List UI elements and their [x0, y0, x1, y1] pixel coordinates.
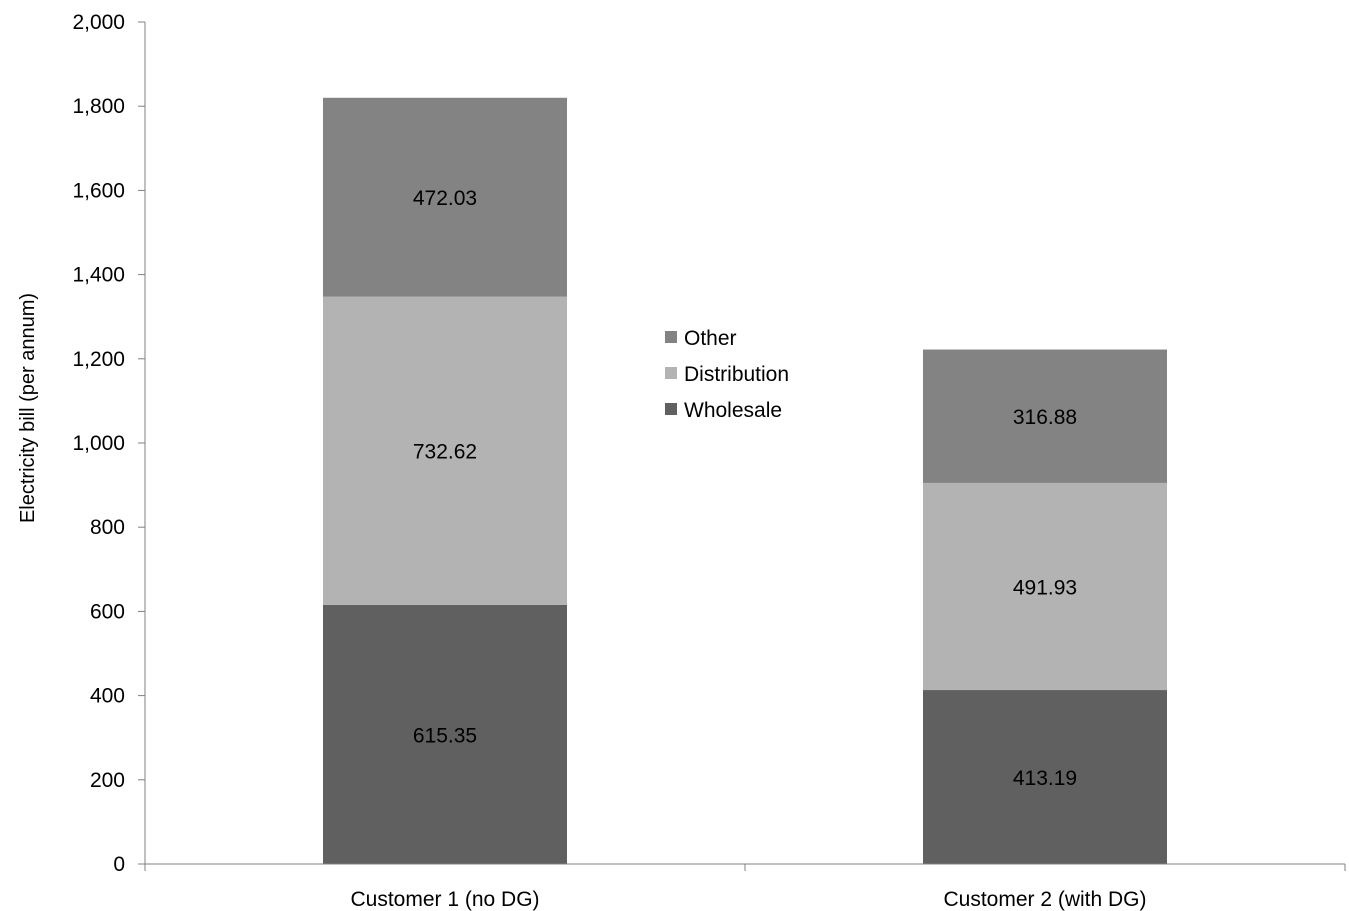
- legend-swatch-distribution: [665, 367, 677, 379]
- bar-segment-distribution: [923, 482, 1167, 691]
- data-label: 472.03: [413, 187, 477, 210]
- y-tick-label: 200: [90, 769, 125, 792]
- y-tick-label: 1,800: [72, 95, 125, 118]
- data-label: 413.19: [1013, 767, 1077, 790]
- y-tick-label: 2,000: [72, 11, 125, 34]
- bar-segment-other: [323, 97, 567, 297]
- data-label: 491.93: [1013, 576, 1077, 599]
- x-category-label: Customer 2 (with DG): [943, 888, 1146, 911]
- legend-label-wholesale: Wholesale: [684, 399, 782, 422]
- data-labels-group: 615.35 732.62 472.03 413.19 491.93 316.88: [413, 187, 1077, 790]
- y-tick-label: 1,000: [72, 432, 125, 455]
- y-ticks-group: 0 200 400 600 800 1,000 1,200 1,400 1,600 1,800 2,…: [72, 11, 145, 876]
- legend-label-distribution: Distribution: [684, 363, 789, 386]
- y-tick-label: 0: [113, 853, 125, 876]
- y-tick-label: 1,200: [72, 348, 125, 371]
- legend: Other Distribution Wholesale: [665, 327, 789, 422]
- legend-swatch-wholesale: [665, 403, 677, 415]
- legend-label-other: Other: [684, 327, 737, 350]
- y-tick-label: 800: [90, 516, 125, 539]
- bar-segment-wholesale: [323, 604, 567, 864]
- bars-group: [323, 97, 1167, 864]
- x-category-label: Customer 1 (no DG): [350, 888, 539, 911]
- legend-swatch-other: [665, 331, 677, 343]
- y-tick-label: 1,400: [72, 264, 125, 287]
- y-axis-title: Electricity bill (per annum): [17, 293, 39, 523]
- y-tick-label: 400: [90, 685, 125, 708]
- bar-segment-distribution: [323, 296, 567, 605]
- data-label: 316.88: [1013, 406, 1077, 429]
- x-ticks-group: Customer 1 (no DG) Customer 2 (with DG): [144, 864, 1346, 911]
- data-label: 615.35: [413, 724, 477, 747]
- bar-segment-other: [923, 349, 1167, 483]
- data-label: 732.62: [413, 441, 477, 464]
- bar-segment-wholesale: [923, 690, 1167, 864]
- y-tick-label: 1,600: [72, 179, 125, 202]
- y-tick-label: 600: [90, 600, 125, 623]
